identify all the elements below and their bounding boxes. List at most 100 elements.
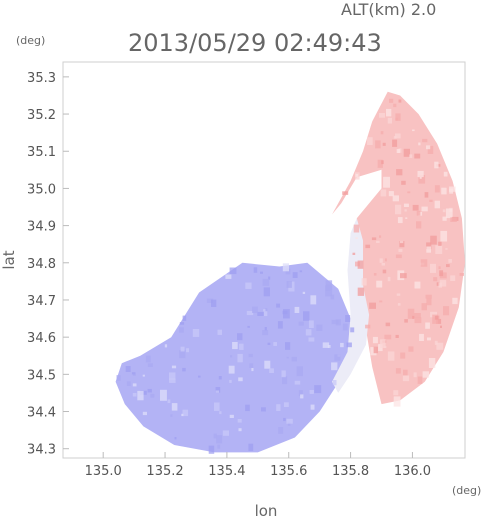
speckle-cell bbox=[262, 278, 270, 286]
speckle-cell bbox=[439, 272, 447, 279]
speckle-cell bbox=[434, 161, 439, 169]
altitude-label: ALT(km) 2.0 bbox=[341, 0, 436, 19]
speckle-cell bbox=[370, 347, 377, 356]
speckle-cell bbox=[294, 380, 301, 385]
speckle-cell bbox=[404, 319, 408, 323]
speckle-cell bbox=[367, 137, 373, 145]
speckle-cell bbox=[407, 308, 415, 319]
speckle-cell bbox=[245, 404, 250, 412]
speckle-cell bbox=[229, 267, 237, 275]
speckle-cell bbox=[345, 315, 351, 322]
speckle-cell bbox=[325, 285, 333, 297]
speckle-cell bbox=[208, 445, 215, 454]
speckle-cell bbox=[422, 138, 428, 143]
speckle-cell bbox=[445, 248, 448, 250]
speckle-cell bbox=[405, 217, 408, 219]
speckle-cell bbox=[322, 342, 330, 348]
speckle-cell bbox=[412, 315, 415, 319]
speckle-cell bbox=[182, 367, 186, 372]
speckle-cell bbox=[365, 244, 371, 249]
speckle-cell bbox=[395, 113, 401, 121]
speckle-cell bbox=[331, 319, 339, 325]
speckle-cell bbox=[331, 362, 338, 371]
speckle-cell bbox=[379, 113, 385, 118]
speckle-cell bbox=[393, 396, 401, 407]
speckle-cell bbox=[399, 241, 405, 248]
speckle-cell bbox=[182, 315, 187, 321]
speckle-cell bbox=[283, 417, 286, 422]
speckle-cell bbox=[237, 333, 243, 341]
speckle-cell bbox=[298, 321, 304, 326]
speckle-cell bbox=[365, 324, 371, 329]
speckle-cell bbox=[285, 268, 291, 275]
y-tick-label: 34.5 bbox=[27, 368, 56, 383]
speckle-cell bbox=[171, 365, 177, 369]
speckle-cell bbox=[170, 414, 173, 417]
speckle-cell bbox=[400, 352, 406, 359]
speckle-cell bbox=[186, 348, 190, 353]
speckle-cell bbox=[251, 368, 254, 372]
speckle-cell bbox=[421, 206, 428, 212]
speckle-cell bbox=[252, 306, 258, 313]
speckle-cell bbox=[228, 365, 235, 374]
x-tick-label: 136.0 bbox=[394, 464, 431, 479]
speckle-cell bbox=[435, 245, 443, 254]
speckle-cell bbox=[286, 356, 289, 359]
speckle-cell bbox=[310, 404, 315, 410]
speckle-cell bbox=[397, 303, 401, 306]
y-tick-label: 35.3 bbox=[27, 71, 56, 86]
speckle-cell bbox=[399, 240, 404, 244]
speckle-cell bbox=[438, 266, 441, 270]
speckle-cell bbox=[379, 258, 383, 263]
speckle-cell bbox=[126, 381, 131, 386]
speckle-cell bbox=[424, 192, 429, 198]
speckle-cell bbox=[238, 428, 242, 432]
speckle-cell bbox=[145, 355, 151, 363]
speckle-cell bbox=[142, 374, 145, 377]
speckle-cell bbox=[263, 287, 270, 297]
speckle-cell bbox=[310, 295, 317, 305]
speckle-cell bbox=[430, 263, 436, 273]
speckle-cell bbox=[230, 355, 233, 358]
speckle-cell bbox=[264, 327, 267, 331]
speckle-cell bbox=[396, 149, 400, 153]
speckle-cell bbox=[427, 145, 434, 154]
speckle-cell bbox=[430, 311, 437, 318]
speckle-cell bbox=[263, 309, 266, 312]
speckle-cell bbox=[116, 375, 121, 381]
speckle-cell bbox=[291, 356, 297, 362]
speckle-cell bbox=[125, 366, 131, 372]
speckle-cell bbox=[439, 280, 447, 287]
speckle-cell bbox=[434, 315, 439, 320]
speckle-cell bbox=[142, 411, 147, 416]
speckle-cell bbox=[459, 273, 464, 276]
speckle-cell bbox=[249, 363, 254, 368]
speckle-cell bbox=[273, 342, 277, 346]
speckle-cell bbox=[350, 327, 355, 333]
speckle-cell bbox=[446, 264, 450, 268]
speckle-cell bbox=[417, 376, 423, 384]
speckle-cell bbox=[398, 148, 402, 153]
speckle-cell bbox=[330, 294, 335, 300]
speckle-cell bbox=[395, 133, 401, 139]
speckle-cell bbox=[216, 435, 223, 444]
speckle-cell bbox=[198, 375, 201, 378]
y-tick-label: 35.0 bbox=[27, 182, 56, 197]
speckle-cell bbox=[384, 258, 387, 262]
speckle-cell bbox=[436, 282, 440, 286]
y-axis-unit: (deg) bbox=[16, 34, 45, 47]
speckle-cell bbox=[131, 372, 136, 375]
speckle-cell bbox=[265, 308, 268, 312]
speckle-cell bbox=[380, 339, 386, 348]
speckle-cell bbox=[403, 369, 408, 376]
speckle-cell bbox=[438, 282, 443, 288]
speckle-cell bbox=[303, 311, 310, 321]
speckle-cell bbox=[379, 235, 382, 238]
speckle-cell bbox=[386, 108, 392, 117]
speckle-cell bbox=[346, 342, 352, 348]
speckle-cell bbox=[420, 259, 428, 267]
speckle-cell bbox=[327, 345, 331, 348]
speckle-cell bbox=[302, 291, 306, 294]
speckle-cell bbox=[247, 325, 250, 328]
